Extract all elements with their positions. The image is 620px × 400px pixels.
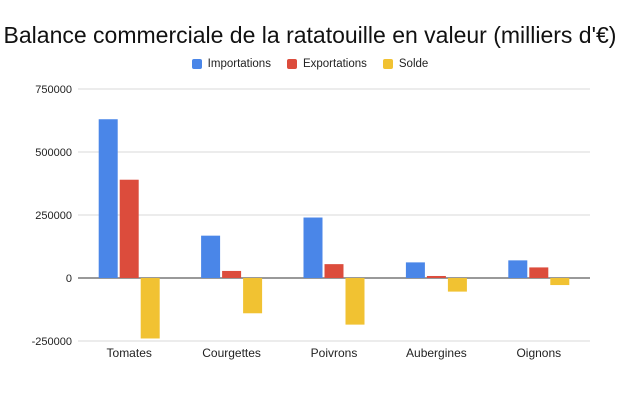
bar-exportations-oignons — [529, 267, 549, 278]
x-tick-label: Oignons — [516, 346, 561, 360]
legend-swatch-exportations — [286, 59, 297, 69]
bar-solde-courgettes — [243, 278, 263, 314]
legend: Importations Exportations Solde — [0, 58, 620, 70]
legend-label-solde: Solde — [398, 58, 429, 70]
bar-exportations-poivrons — [324, 264, 344, 278]
legend-swatch-importations — [191, 59, 202, 69]
legend-item-exportations: Exportations — [286, 58, 367, 70]
bar-solde-poivrons — [345, 278, 365, 325]
legend-item-solde: Solde — [382, 58, 429, 70]
legend-label-exportations: Exportations — [302, 58, 367, 70]
chart-title: Balance commerciale de la ratatouille en… — [3, 22, 617, 48]
bar-importations-tomates — [98, 119, 118, 279]
x-tick-label: Tomates — [107, 346, 152, 360]
y-tick-label: 500000 — [35, 147, 72, 159]
bar-solde-aubergines — [447, 278, 467, 292]
bar-solde-oignons — [550, 278, 570, 286]
legend-label-importations: Importations — [207, 58, 271, 70]
x-tick-label: Poivrons — [311, 346, 358, 360]
legend-swatch-solde — [382, 59, 393, 69]
x-tick-label: Courgettes — [202, 346, 261, 360]
y-tick-label: 750000 — [35, 84, 72, 96]
bar-importations-aubergines — [405, 262, 425, 278]
y-tick-label: 0 — [66, 273, 72, 285]
bar-exportations-courgettes — [222, 270, 242, 278]
bar-importations-poivrons — [303, 217, 323, 278]
bar-exportations-tomates — [119, 179, 139, 278]
bar-exportations-aubergines — [426, 275, 446, 278]
y-tick-label: -250000 — [32, 336, 72, 348]
bar-importations-courgettes — [201, 235, 221, 278]
legend-item-importations: Importations — [191, 58, 271, 70]
y-tick-label: 250000 — [35, 210, 72, 222]
bar-solde-tomates — [140, 278, 160, 339]
x-tick-label: Aubergines — [406, 346, 467, 360]
bar-importations-oignons — [508, 260, 528, 278]
